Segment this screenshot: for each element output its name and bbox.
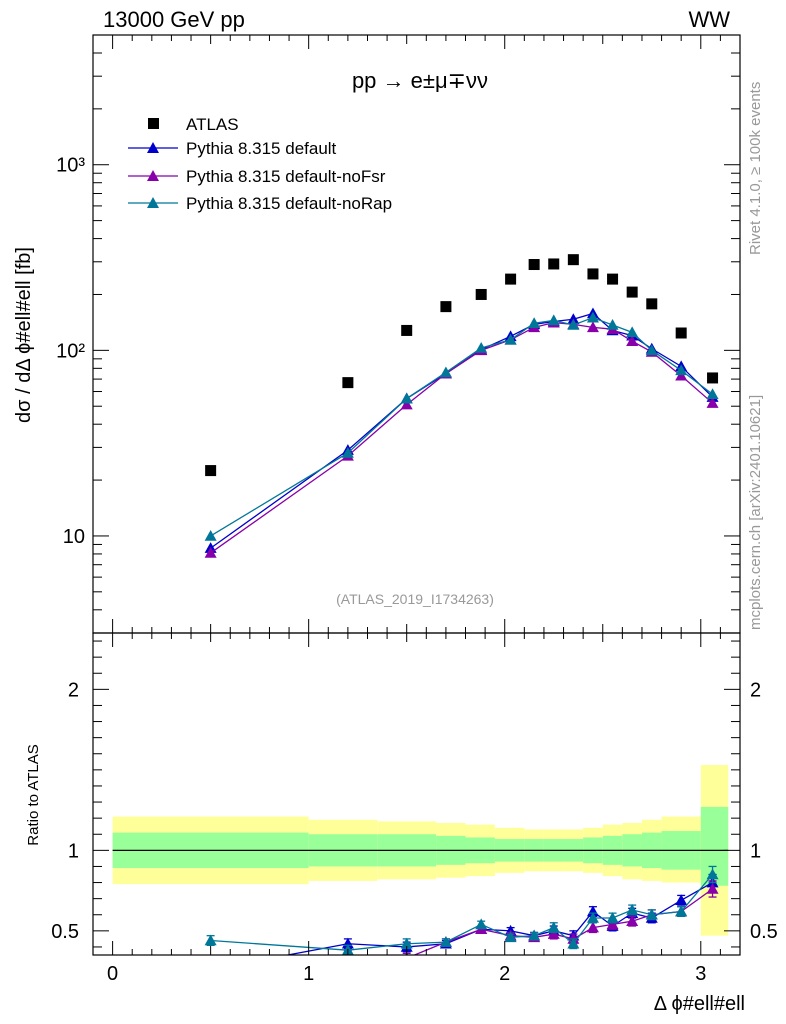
- x-tick-label: 1: [303, 963, 314, 985]
- ratio-data-point: [204, 934, 217, 946]
- ratio-data-point: [475, 918, 488, 930]
- atlas-data-point: [548, 258, 560, 270]
- mc-data-point: [675, 364, 688, 376]
- ratio-y-tick-label-left: 0.5: [51, 921, 79, 943]
- atlas-data-point: [626, 286, 638, 298]
- ratio-data-point: [504, 931, 517, 943]
- mc-data-point: [706, 397, 719, 408]
- ratio-data-point: [567, 937, 580, 949]
- mc-data-point: [547, 314, 560, 326]
- legend-marker-norap: [147, 197, 159, 208]
- atlas-data-point: [401, 324, 413, 336]
- ratio-y-tick-label-left: 1: [68, 840, 79, 862]
- ratio-data-point: [547, 921, 560, 933]
- ratio-plot-data: [112, 849, 729, 984]
- ratio-data-point: [675, 894, 688, 906]
- y-tick-label: 10³: [56, 155, 85, 177]
- atlas-data-point: [440, 301, 452, 313]
- main-plot-data: [204, 254, 719, 558]
- atlas-data-point: [567, 254, 579, 266]
- analysis-id: (ATLAS_2019_I1734263): [336, 591, 494, 607]
- ratio-data-point: [439, 936, 452, 947]
- ratio-series-line-2: [210, 874, 714, 951]
- ratio-data-point: [675, 905, 688, 917]
- ratio-data-point: [205, 963, 217, 974]
- mc-data-point: [567, 318, 580, 330]
- ratio-data-point: [400, 937, 413, 949]
- axes-layer: 0 1 2 3 10 10² 10³ 0.5 0.5 1 1 2 2: [51, 34, 778, 985]
- atlas-data-point: [607, 273, 619, 285]
- atlas-data-point: [528, 259, 540, 271]
- ratio-data-point: [706, 868, 719, 880]
- ratio-y-tick-label-left: 2: [68, 679, 79, 701]
- legend-label-default: Pythia 8.315 default: [186, 139, 337, 158]
- atlas-data-point: [707, 372, 719, 384]
- ratio-plot-frame: [92, 632, 741, 956]
- ratio-y-tick-label-right: 1: [750, 840, 761, 862]
- ratio-data-point: [626, 915, 639, 926]
- mc-data-point: [645, 344, 658, 356]
- ratio-data-point: [645, 908, 658, 920]
- ratio-series-line-0: [284, 881, 713, 955]
- legend-marker-nofsr: [147, 170, 159, 181]
- atlas-data-point: [646, 298, 658, 310]
- ratio-data-point: [205, 973, 217, 984]
- ratio-y-axis-title: Ratio to ATLAS: [25, 744, 42, 845]
- ratio-data-point: [606, 918, 619, 930]
- legend-marker-default: [147, 142, 159, 153]
- ratio-data-point: [606, 911, 619, 923]
- mc-data-point: [475, 341, 488, 353]
- mc-data-point: [341, 446, 354, 458]
- x-axis-title: Δ ϕ#ell#ell: [654, 993, 745, 1015]
- atlas-data-point: [205, 465, 217, 477]
- mc-data-point: [400, 398, 413, 410]
- ratio-data-point: [706, 882, 719, 894]
- x-tick-label: 2: [499, 963, 510, 985]
- process-title: pp → e±μ∓νν: [352, 68, 488, 93]
- mc-series-line-3: [210, 316, 713, 537]
- ratio-data-point: [586, 921, 599, 933]
- legend-label-atlas: ATLAS: [186, 115, 239, 134]
- side-label-bottom: mcplots.cern.ch [arXiv:2401.10621]: [747, 395, 764, 630]
- x-tick-label: 3: [695, 963, 706, 985]
- y-tick-label: 10²: [56, 340, 85, 362]
- atlas-data-point: [505, 273, 517, 285]
- mc-data-point: [586, 321, 599, 333]
- atlas-data-point: [587, 268, 599, 280]
- energy-label: 13000 GeV pp: [103, 7, 245, 32]
- process-tag: WW: [688, 7, 730, 32]
- side-label-top: Rivet 4.1.0, ≥ 100k events: [747, 82, 764, 255]
- mc-series-line-2: [210, 321, 713, 554]
- mc-data-point: [626, 326, 639, 338]
- mc-data-point: [400, 392, 413, 404]
- mc-data-point: [204, 546, 217, 558]
- ratio-y-tick-label-right: 0.5: [750, 921, 778, 943]
- ratio-data-point: [586, 911, 599, 923]
- legend-label-norap: Pythia 8.315 default-noRap: [186, 194, 392, 213]
- legend-label-nofsr: Pythia 8.315 default-noFsr: [186, 167, 386, 186]
- ratio-y-tick-label-right: 2: [750, 679, 761, 701]
- mc-data-point: [626, 335, 639, 347]
- ratio-data-point: [547, 928, 560, 939]
- ratio-data-point: [626, 903, 639, 915]
- atlas-data-point: [675, 327, 687, 339]
- ratio-data-point: [528, 929, 541, 941]
- mc-data-point: [204, 529, 217, 541]
- main-y-axis-title: dσ / dΔ ϕ#ell#ell [fb]: [13, 247, 35, 423]
- mc-data-point: [706, 388, 719, 400]
- mc-data-point: [606, 318, 619, 330]
- legend: ATLAS Pythia 8.315 default Pythia 8.315 …: [128, 115, 392, 213]
- mc-data-point: [528, 317, 541, 329]
- mc-data-point: [586, 311, 599, 323]
- mc-data-point: [439, 366, 452, 378]
- x-tick-label: 0: [107, 963, 118, 985]
- mc-data-point: [504, 333, 517, 345]
- y-tick-label: 10: [63, 526, 85, 548]
- atlas-data-point: [475, 288, 487, 300]
- atlas-data-point: [342, 377, 354, 389]
- legend-marker-atlas: [148, 118, 159, 129]
- mc-series-line-1: [210, 312, 714, 549]
